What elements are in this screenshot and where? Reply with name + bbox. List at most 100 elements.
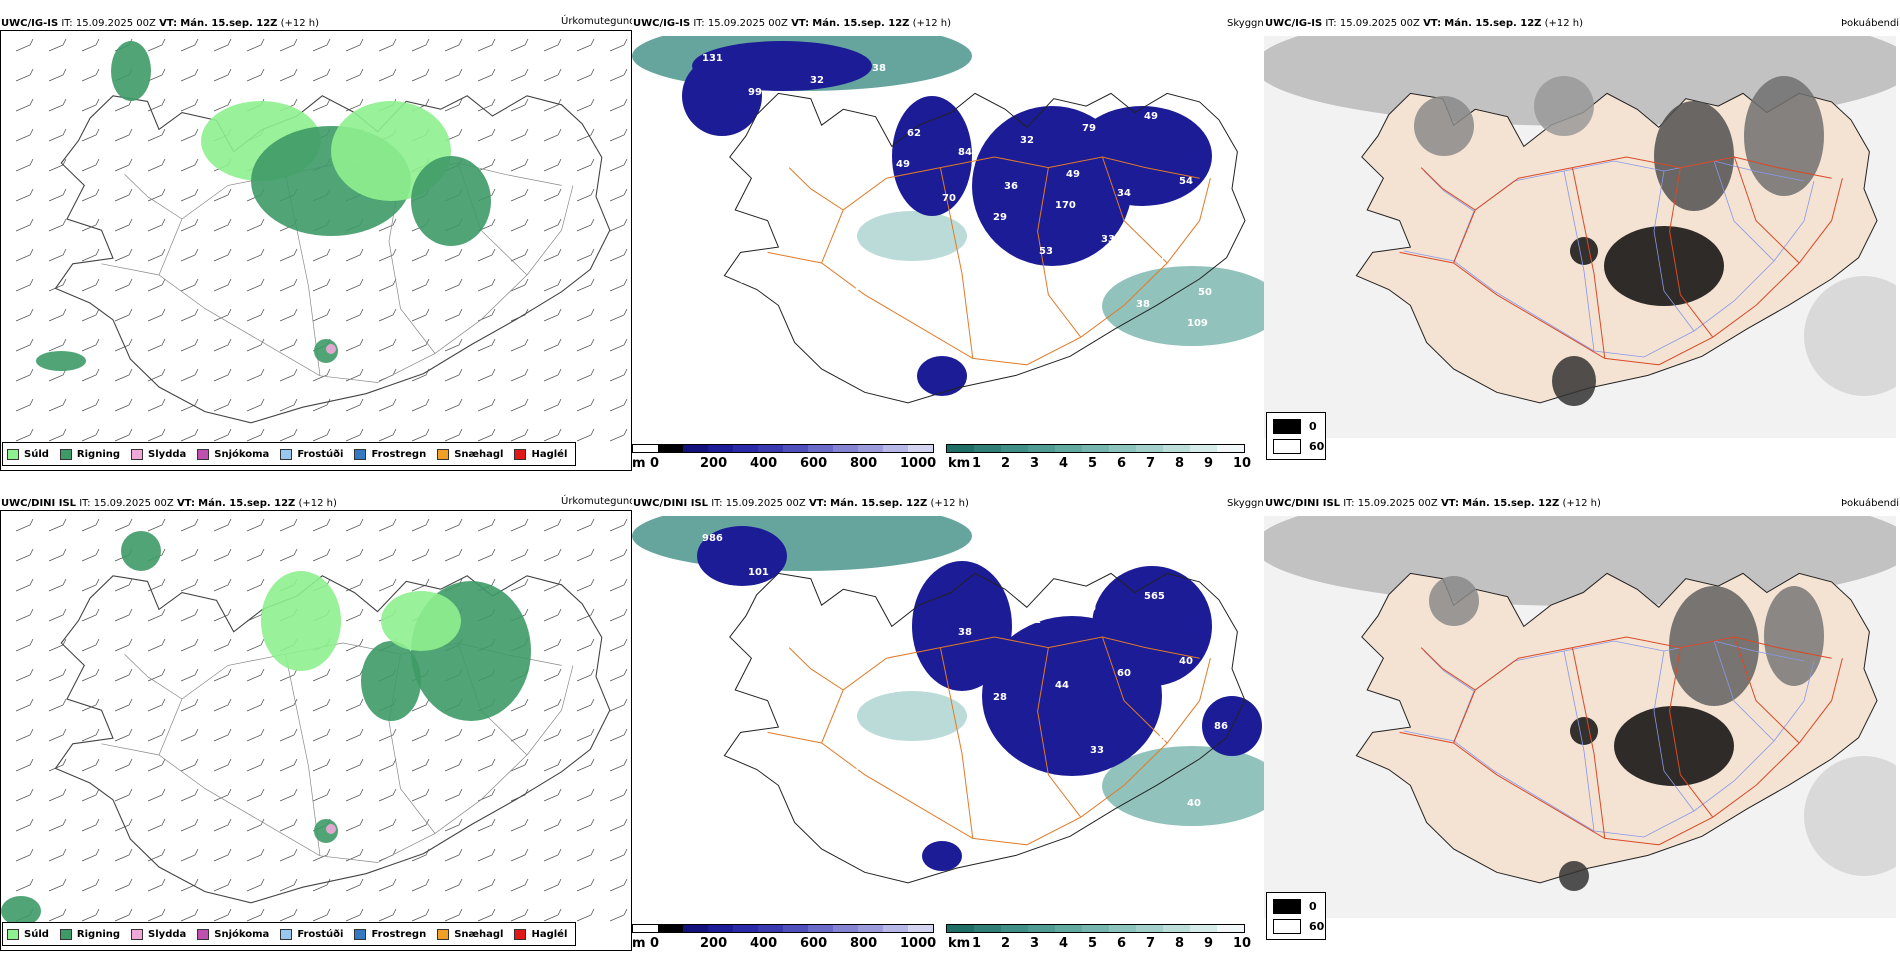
- wind-barb: [279, 248, 298, 262]
- wind-barb: [576, 878, 595, 892]
- precip-legend-item: Súld: [7, 448, 49, 460]
- legend-label: Frostregn: [371, 448, 427, 460]
- wind-barb: [180, 668, 199, 682]
- legend-label: Rigning: [76, 448, 121, 460]
- vis-tick: 10: [1233, 936, 1252, 951]
- vis-panel-dini: UWC/DINI ISL IT: 15.09.2025 00Z VT: Mán.…: [632, 488, 1264, 963]
- cloud-unit: m: [632, 456, 646, 471]
- cloud-base-label: 38: [958, 627, 972, 638]
- wind-barb: [345, 38, 364, 52]
- legend-swatch: [59, 928, 72, 940]
- wind-barb: [114, 248, 133, 262]
- wind-barb: [576, 188, 595, 202]
- wind-barb: [345, 308, 364, 322]
- wind-barb: [114, 728, 133, 742]
- cloud-base-label: 37: [799, 586, 813, 597]
- wind-barb: [48, 428, 67, 442]
- wind-barb: [510, 518, 529, 532]
- cloud-base-label: 36: [1074, 791, 1088, 802]
- precip-map[interactable]: [0, 30, 632, 471]
- colorbar-cell: [1136, 925, 1163, 932]
- wind-barb: [312, 848, 331, 862]
- wind-barb: [246, 308, 265, 322]
- fog-patch: [1604, 226, 1724, 306]
- cloud-base-label: 123: [1171, 844, 1192, 855]
- wind-barb: [543, 218, 562, 232]
- wind-barb: [543, 878, 562, 892]
- legend-swatch: [437, 448, 450, 460]
- cloud-base-label: 47: [845, 620, 859, 631]
- wind-barb: [477, 398, 496, 412]
- wind-barb: [246, 278, 265, 292]
- legend-swatch: [354, 448, 367, 460]
- vis-tick: 10: [1233, 456, 1252, 471]
- precip-map[interactable]: [0, 510, 632, 951]
- fog-map[interactable]: [1264, 516, 1896, 918]
- wind-barb: [609, 728, 628, 742]
- precip-area: [121, 531, 161, 571]
- fog-map[interactable]: [1264, 36, 1896, 438]
- wind-barb: [510, 278, 529, 292]
- wind-barb: [15, 758, 34, 772]
- cloud-base-label: 44: [1055, 680, 1069, 691]
- cloud-base-label: 75: [880, 205, 894, 216]
- wind-barb: [48, 68, 67, 82]
- colorbar-cell: [947, 445, 974, 452]
- wind-barb: [576, 308, 595, 322]
- cloud-base-label: 53: [985, 550, 999, 561]
- wind-barb: [279, 368, 298, 382]
- wind-barb: [180, 38, 199, 52]
- fog-map-svg: [1264, 36, 1896, 438]
- wind-barb: [312, 398, 331, 412]
- wind-barb: [147, 668, 166, 682]
- wind-barbs: [15, 38, 628, 442]
- wind-barb: [246, 398, 265, 412]
- cloud-base-label: 52: [985, 70, 999, 81]
- wind-barb: [213, 758, 232, 772]
- wind-barb: [378, 758, 397, 772]
- colorbar-cell: [733, 925, 758, 932]
- wind-barb: [543, 728, 562, 742]
- wind-barb: [345, 878, 364, 892]
- wind-barb: [444, 848, 463, 862]
- cloud-base-label: 51: [775, 340, 789, 351]
- wind-barb: [543, 818, 562, 832]
- wind-barb: [345, 758, 364, 772]
- wind-barb: [378, 428, 397, 442]
- wind-barb: [213, 398, 232, 412]
- wind-barb: [48, 368, 67, 382]
- wind-barb: [147, 758, 166, 772]
- iceland-outline: [723, 92, 1246, 404]
- wind-barb: [279, 548, 298, 562]
- wind-barb: [477, 248, 496, 262]
- wind-barb: [609, 218, 628, 232]
- vis-colorbar-blocks: [946, 924, 1245, 933]
- wind-barb: [312, 698, 331, 712]
- vis-map[interactable]: 131 40 49 29 32 109 96 108 84 170 57 45 38 34 32 34 33 35…: [632, 36, 1264, 438]
- wind-barb: [444, 98, 463, 112]
- wind-barb: [246, 728, 265, 742]
- wind-barb: [444, 758, 463, 772]
- cloud-base-label: 49: [950, 335, 964, 346]
- precip-legend-item: Slydda: [131, 448, 186, 460]
- cloud-base-label: 34: [923, 82, 937, 93]
- colorbar-cell: [1109, 445, 1136, 452]
- colorbar-cell: [1190, 445, 1217, 452]
- wind-barb: [411, 788, 430, 802]
- legend-swatch: [7, 928, 19, 940]
- cloud-base-label: 40: [1179, 656, 1193, 667]
- wind-barb: [543, 398, 562, 412]
- vis-tick: 1: [972, 936, 982, 951]
- wind-barb: [444, 68, 463, 82]
- cloud-colorbar: m 0 200 400 600 800 1000: [632, 436, 942, 476]
- wind-barb: [180, 758, 199, 772]
- colorbar-cell: [1082, 925, 1109, 932]
- cloud-tick: 200: [700, 936, 728, 951]
- wind-barb: [378, 518, 397, 532]
- wind-barb: [15, 338, 34, 352]
- precip-areas: [36, 41, 491, 371]
- vis-map[interactable]: 986 37 53 28 33 40 37 43 38 44 48 59 60 68 101 60 86 38 46…: [632, 516, 1264, 918]
- fog-legend-item: 60: [1273, 439, 1324, 454]
- fog-patch: [1669, 586, 1759, 706]
- cloud-base-label: 32: [1090, 265, 1104, 276]
